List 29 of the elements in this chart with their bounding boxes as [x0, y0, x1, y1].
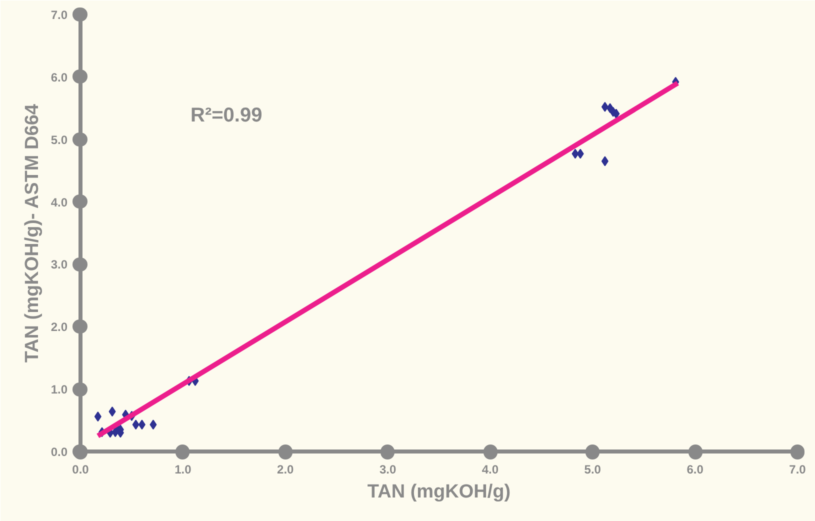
x-tick-label: 1.0 [174, 462, 192, 476]
y-tick-label: 1.0 [50, 382, 68, 397]
x-tick-label: 7.0 [789, 462, 806, 476]
point [601, 102, 608, 112]
x-tick-label: 5.0 [584, 462, 602, 476]
point [150, 420, 157, 430]
point [108, 406, 116, 417]
y-axis-title: TAN (mgKOH/g)- ASTM D664 [22, 104, 43, 363]
point [94, 412, 102, 422]
y-tick-label: 7.0 [50, 8, 68, 22]
point [572, 148, 579, 159]
point [601, 156, 608, 166]
annotation: R²=0.99 [190, 104, 262, 126]
x-tick-label: 4.0 [482, 462, 499, 476]
point [612, 108, 620, 119]
x-tick-label: 2.0 [277, 462, 294, 476]
x-tick-label: 3.0 [379, 462, 396, 476]
y-tick-label: 5.0 [50, 132, 68, 147]
y-tick-label: 6.0 [50, 70, 68, 84]
y-tick-label: 3.0 [50, 258, 68, 272]
y-tick-label: 0.0 [50, 445, 68, 459]
point [138, 420, 146, 430]
y-tick-label: 2.0 [50, 320, 68, 334]
x-tick-label: 0.0 [72, 462, 90, 476]
point [576, 148, 584, 159]
x-axis-title: TAN (mgKOH/g) [367, 482, 511, 502]
point [132, 420, 140, 430]
y-tick-label: 4.0 [50, 195, 68, 210]
x-tick-label: 6.0 [686, 462, 704, 476]
